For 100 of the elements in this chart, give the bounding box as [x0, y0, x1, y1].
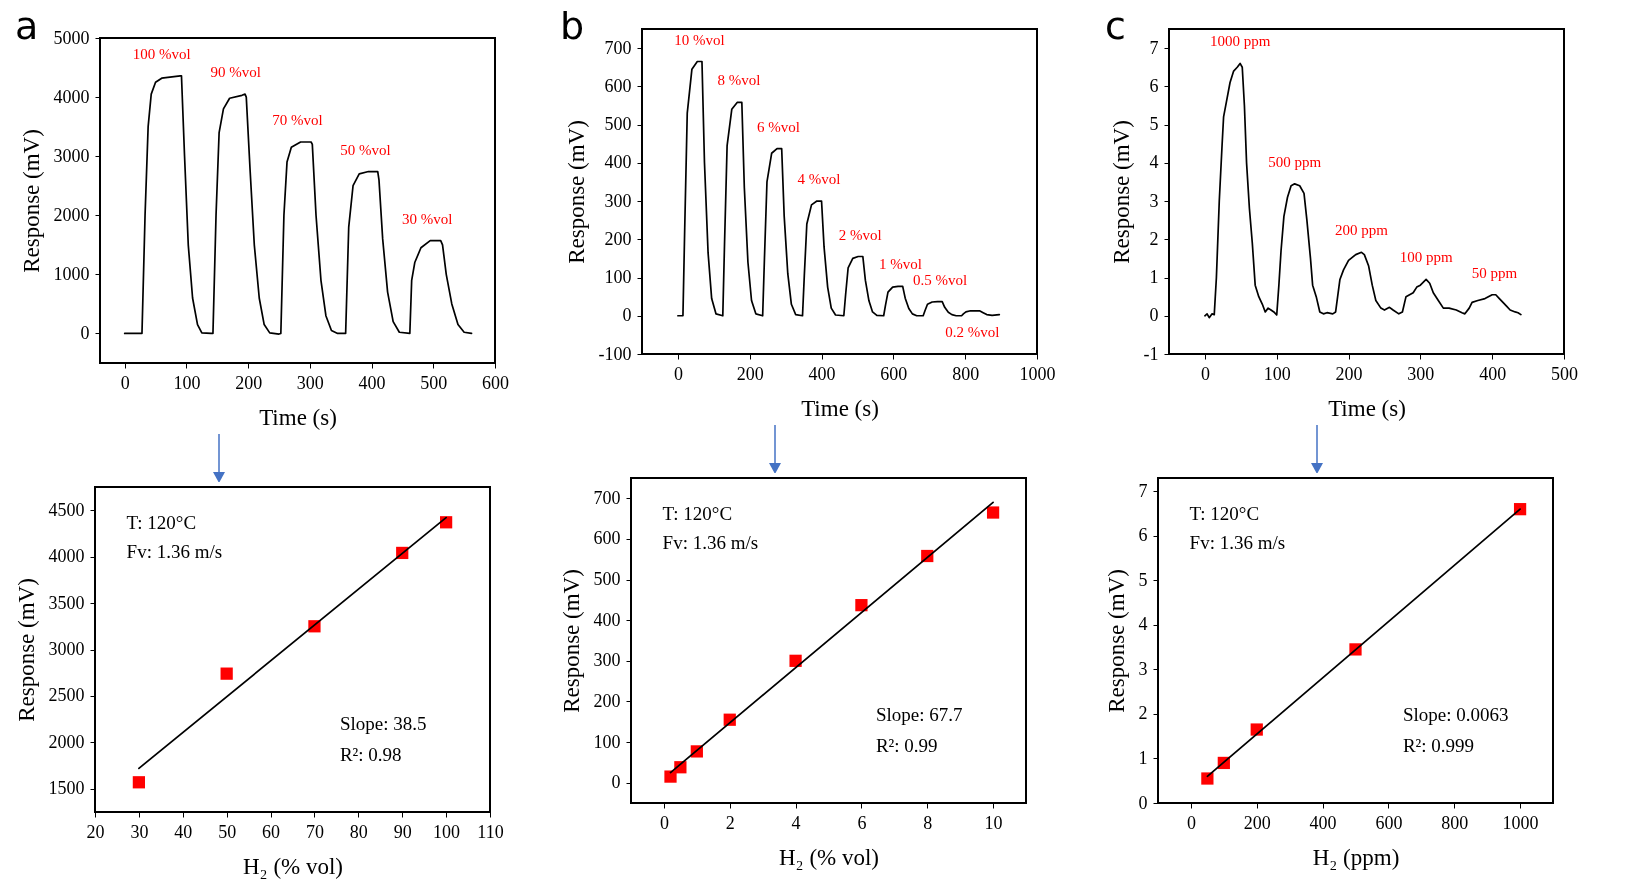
annotation: 50 %vol	[340, 141, 391, 158]
x-tick-label: 40	[174, 821, 193, 842]
y-tick-label: 2	[1149, 228, 1159, 249]
point	[664, 770, 677, 783]
x-tick-label: 60	[262, 821, 281, 842]
annotation: T: 120°C	[662, 502, 733, 524]
annotation: 100 %vol	[132, 45, 191, 62]
annotation: 30 %vol	[401, 210, 453, 227]
y-axis-title: Response (mV)	[13, 578, 39, 722]
x-tick-label: 4	[791, 812, 801, 833]
y-tick-label: 4	[1149, 152, 1159, 173]
annotation: Slope: 38.5	[339, 713, 427, 735]
x-axis-title: H₂ (% vol)	[779, 844, 879, 870]
x-tick-label: 100	[433, 821, 461, 842]
y-tick-label: -100	[598, 343, 632, 364]
annotation: 1000 ppm	[1209, 33, 1271, 50]
x-tick-label: 90	[393, 821, 412, 842]
y-tick-label: 1	[1138, 747, 1148, 768]
x-tick-label: 500	[1551, 363, 1578, 384]
y-tick-label: 700	[593, 487, 621, 508]
y-tick-label: 4500	[48, 499, 85, 520]
y-tick-label: 300	[604, 190, 632, 211]
x-tick-label: 800	[1441, 812, 1469, 833]
x-tick-label: 100	[1263, 363, 1291, 384]
x-tick-label: 0	[1186, 812, 1196, 833]
annotation: 0.2 %vol	[945, 323, 1000, 340]
y-tick-label: 500	[604, 114, 632, 135]
y-tick-label: 500	[593, 569, 621, 590]
y-tick-label: 4000	[53, 86, 90, 107]
x-tick-label: 400	[358, 372, 386, 393]
point	[986, 506, 1000, 519]
annotation: 0.5 %vol	[912, 271, 968, 288]
y-tick-label: 1	[1149, 267, 1159, 288]
chart-title: b	[560, 4, 585, 48]
y-tick-label: 6	[1138, 525, 1148, 546]
y-tick-label: 3000	[53, 145, 90, 166]
x-axis-title: Time (s)	[801, 395, 879, 421]
x-tick-label: 0	[120, 372, 130, 393]
y-tick-label: 1500	[48, 778, 85, 799]
x-tick-label: 100	[173, 372, 201, 393]
y-tick-label: 2	[1138, 703, 1148, 724]
x-tick-label: 600	[880, 363, 908, 384]
x-tick-label: 400	[1479, 363, 1507, 384]
y-axis-title: Response (mV)	[558, 569, 584, 713]
x-tick-label: 200	[1335, 363, 1363, 384]
x-tick-label: 800	[952, 363, 980, 384]
annotation: Slope: 67.7	[875, 704, 963, 726]
y-axis-title: Response (mV)	[563, 120, 589, 264]
y-tick-label: 700	[604, 37, 632, 58]
annotation: R²: 0.99	[875, 735, 938, 757]
y-tick-label: 7	[1138, 480, 1148, 501]
annotation: 8 %vol	[717, 72, 761, 89]
annotation: 50 ppm	[1471, 264, 1518, 281]
x-tick-label: 200	[1243, 812, 1271, 833]
annotation: R²: 0.98	[339, 744, 402, 766]
x-tick-label: 0	[673, 363, 683, 384]
point	[855, 599, 868, 612]
annotation: 90 %vol	[210, 64, 261, 81]
annotation: 200 ppm	[1335, 222, 1389, 239]
annotation: 6 %vol	[756, 118, 800, 135]
y-tick-label: 100	[593, 731, 621, 752]
x-tick-label: 10	[984, 812, 1003, 833]
x-tick-label: 400	[1309, 812, 1337, 833]
x-axis-title: Time (s)	[1328, 395, 1406, 421]
y-tick-label: 4000	[48, 546, 85, 567]
y-tick-label: 200	[593, 690, 621, 711]
y-tick-label: 200	[604, 228, 632, 249]
y-tick-label: 300	[593, 650, 621, 671]
y-axis-title: Response (mV)	[1108, 120, 1134, 264]
y-tick-label: 3000	[48, 639, 85, 659]
x-axis-title: H₂ (ppm)	[1312, 844, 1400, 870]
y-tick-label: 600	[604, 75, 632, 96]
x-tick-label: 1000	[1019, 363, 1056, 384]
y-tick-label: 3	[1138, 658, 1148, 679]
y-tick-label: 0	[611, 772, 621, 793]
x-tick-label: 500	[420, 372, 448, 393]
x-tick-label: 30	[130, 821, 149, 842]
x-tick-label: 50	[218, 821, 237, 842]
x-tick-label: 0	[1200, 363, 1210, 384]
annotation: Fv: 1.36 m/s	[662, 532, 759, 553]
annotation: 100 ppm	[1399, 249, 1453, 266]
annotation: Fv: 1.36 m/s	[1189, 532, 1286, 553]
x-tick-label: 300	[1407, 363, 1435, 384]
x-tick-label: 6	[857, 812, 867, 833]
y-tick-label: 3	[1149, 190, 1159, 211]
x-tick-label: 80	[349, 821, 368, 842]
line-series	[1204, 62, 1522, 319]
annotation: T: 120°C	[126, 511, 197, 533]
point	[132, 776, 146, 789]
x-axis-title: Time (s)	[259, 404, 337, 430]
y-tick-label: 600	[593, 528, 621, 549]
y-tick-label: 400	[593, 609, 621, 630]
y-tick-label: 0	[80, 322, 90, 343]
annotation: 10 %vol	[674, 31, 725, 48]
y-tick-label: 400	[604, 152, 632, 173]
y-tick-label: 100	[604, 267, 632, 288]
annotation: R²: 0.999	[1402, 735, 1475, 757]
x-tick-label: 400	[808, 363, 836, 384]
x-tick-label: 70	[305, 821, 324, 842]
annotation: Fv: 1.36 m/s	[126, 541, 223, 562]
